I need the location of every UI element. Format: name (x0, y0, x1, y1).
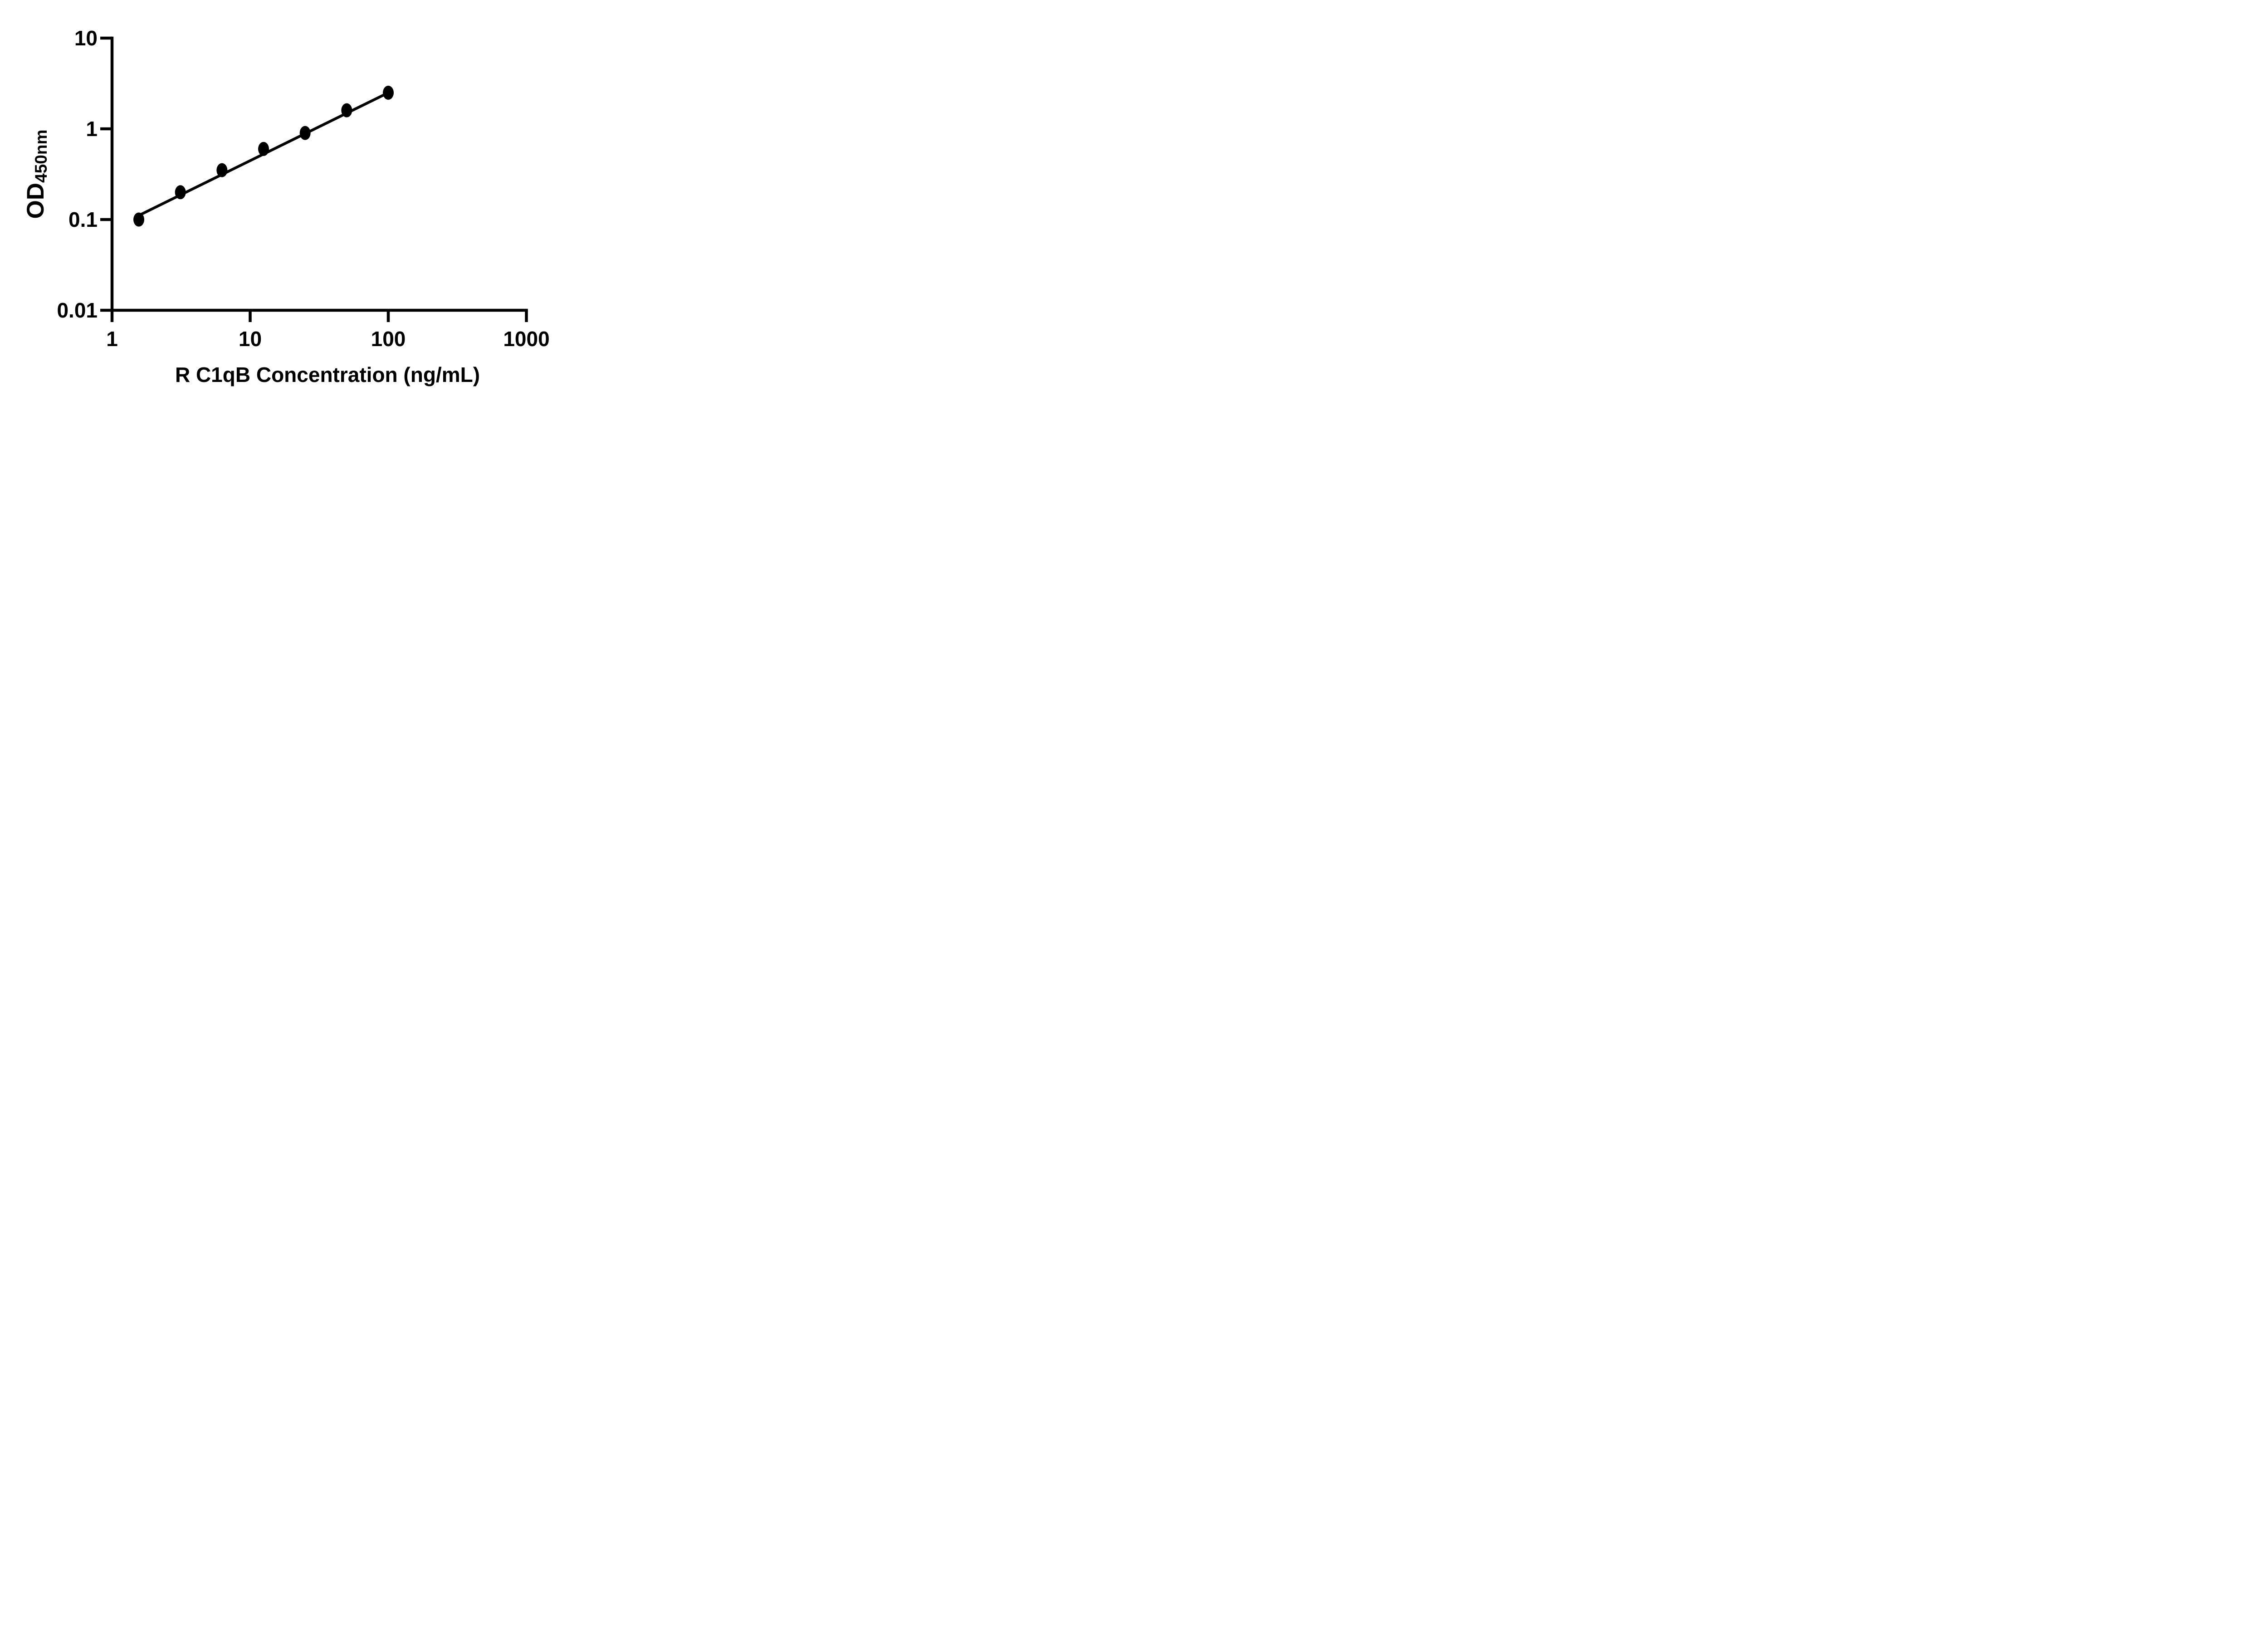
data-point (341, 103, 352, 117)
data-point (299, 126, 311, 140)
x-tick-label: 10 (239, 327, 262, 351)
data-point (133, 212, 145, 227)
y-tick-label: 0.01 (57, 298, 98, 322)
y-axis-title-main: OD (22, 183, 49, 219)
x-tick-label: 100 (371, 327, 406, 351)
chart-canvas: 1 10 100 1000 10 1 0.1 0.01 OD450nm R C1qB Conc… (22, 26, 550, 386)
y-tick-label: 1 (86, 117, 98, 141)
elisa-standard-curve-figure: 1 10 100 1000 10 1 0.1 0.01 OD450nm R C1qB Conc… (0, 0, 583, 408)
x-axis-title: R C1qB Concentration (ng/mL) (175, 363, 480, 386)
x-tick-label: 1000 (503, 327, 549, 351)
y-axis-title: OD450nm (22, 130, 50, 219)
data-point (216, 163, 228, 177)
plot-area: 1 10 100 1000 10 1 0.1 0.01 (57, 26, 549, 351)
y-tick-label: 10 (74, 26, 98, 50)
y-tick-label: 0.1 (68, 208, 98, 231)
data-point (175, 185, 186, 200)
y-axis-title-subscript: 450nm (32, 130, 50, 183)
data-point (383, 85, 394, 100)
data-point (258, 142, 269, 156)
x-tick-label: 1 (106, 327, 118, 351)
